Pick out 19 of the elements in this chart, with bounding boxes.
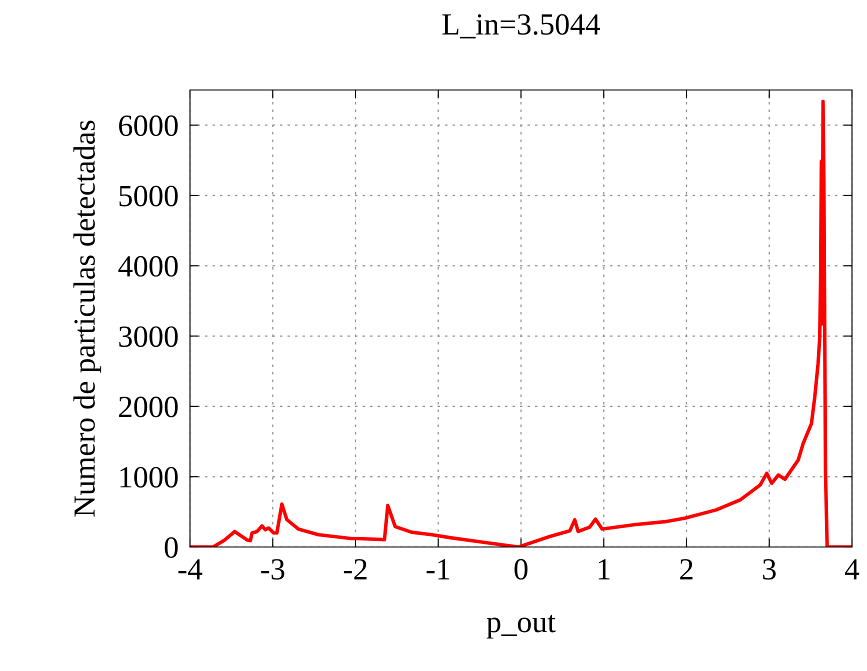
y-tick-label: 5000 <box>120 186 178 206</box>
x-tick-label: 1 <box>598 559 610 580</box>
y-tick-label: 3000 <box>119 326 178 347</box>
chart-title: L_in=3.5044 <box>442 14 600 38</box>
x-tick-label: -2 <box>344 559 367 580</box>
x-tick-label: -3 <box>261 559 284 580</box>
y-tick-label: 4000 <box>118 256 178 277</box>
x-tick-label: -1 <box>426 559 450 580</box>
x-tick-label: 4 <box>844 559 860 580</box>
y-tick-label: 1000 <box>120 466 178 488</box>
y-axis-title: Numero de particulas detectadas <box>73 120 102 517</box>
y-tick-label: 0 <box>164 537 178 558</box>
y-tick-label: 2000 <box>119 396 178 418</box>
x-tick-label: 0 <box>514 558 528 580</box>
x-tick-label: 3 <box>763 559 776 580</box>
x-tick-label: -4 <box>178 559 202 580</box>
x-axis-title: p_out <box>486 614 556 639</box>
y-tick-label: 6000 <box>119 115 178 136</box>
x-tick-label: 2 <box>680 559 692 580</box>
